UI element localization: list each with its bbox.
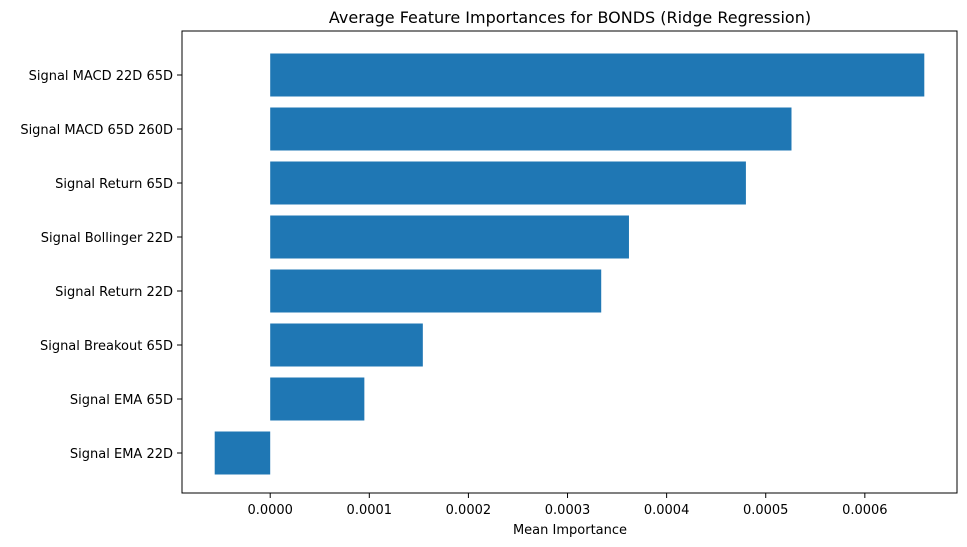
bar-4 [270,215,629,259]
bars-group [214,53,925,475]
bar-8 [214,431,271,475]
bar-5 [270,269,602,313]
x-tick-label: 0.0000 [247,503,293,518]
plot-frame [181,30,958,494]
y-tick-label: Signal EMA 65D [70,393,173,408]
bar-2 [270,107,792,151]
bar-3 [270,161,746,205]
x-tick-label: 0.0002 [446,503,492,518]
y-tick-label: Signal Return 22D [55,285,173,300]
bar-7 [270,377,365,421]
y-tick-label: Signal MACD 22D 65D [29,69,173,84]
bar-6 [270,323,423,367]
y-tick-label: Signal Breakout 65D [40,339,173,354]
y-tick-label: Signal Return 65D [55,177,173,192]
x-tick-label: 0.0001 [347,503,393,518]
y-axis-ticks: Signal MACD 22D 65D Signal MACD 65D 260D S… [20,69,182,462]
y-tick-label: Signal Bollinger 22D [41,231,173,246]
x-tick-label: 0.0006 [842,503,888,518]
x-tick-label: 0.0003 [545,503,591,518]
bar-1 [270,53,925,97]
y-tick-label: Signal EMA 22D [70,447,173,462]
y-tick-label: Signal MACD 65D 260D [20,123,173,138]
x-axis-ticks: 0.0000 0.0001 0.0002 0.0003 0.0004 0.0005 0.00… [247,493,888,518]
x-tick-label: 0.0004 [644,503,690,518]
chart-title: Average Feature Importances for BONDS (R… [329,8,811,27]
x-tick-label: 0.0005 [743,503,789,518]
x-axis-label: Mean Importance [513,523,627,538]
